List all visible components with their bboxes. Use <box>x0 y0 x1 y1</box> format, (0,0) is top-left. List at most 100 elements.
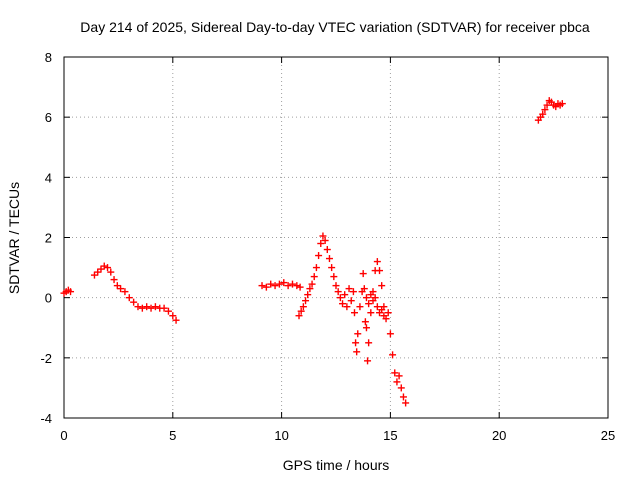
data-point <box>296 283 304 291</box>
data-point <box>389 351 397 359</box>
data-point <box>362 324 370 332</box>
data-point <box>349 288 357 296</box>
data-point <box>330 273 338 281</box>
data-point <box>399 393 407 401</box>
data-point <box>110 276 118 284</box>
data-point <box>267 280 275 288</box>
data-point <box>356 303 364 311</box>
x-tick-label: 0 <box>60 428 67 443</box>
data-point <box>125 294 133 302</box>
data-point <box>299 303 307 311</box>
y-tick-label: 6 <box>45 110 52 125</box>
data-point <box>384 309 392 317</box>
data-point <box>262 283 270 291</box>
data-point <box>334 288 342 296</box>
data-point <box>138 304 146 312</box>
data-point <box>354 330 362 338</box>
y-tick-label: 8 <box>45 50 52 65</box>
data-point <box>328 264 336 272</box>
data-point <box>172 316 180 324</box>
data-point <box>288 280 296 288</box>
data-point <box>343 303 351 311</box>
x-tick-label: 5 <box>169 428 176 443</box>
data-point <box>386 330 394 338</box>
data-point <box>352 339 360 347</box>
y-tick-label: 4 <box>45 170 52 185</box>
data-point <box>319 232 327 240</box>
x-tick-label: 15 <box>383 428 397 443</box>
grid <box>64 57 608 418</box>
data-point <box>258 282 266 290</box>
data-point <box>367 291 375 299</box>
y-tick-label: -4 <box>40 411 52 426</box>
data-point <box>325 255 333 263</box>
data-point <box>397 384 405 392</box>
data-point <box>371 294 379 302</box>
data-point <box>315 252 323 260</box>
data-point <box>310 273 318 281</box>
data-point <box>373 258 381 266</box>
data-point <box>359 270 367 278</box>
data-point <box>336 294 344 302</box>
data-point <box>304 291 312 299</box>
data-point <box>317 240 325 248</box>
data-point <box>395 372 403 380</box>
data-point <box>121 288 129 296</box>
data-point <box>380 312 388 320</box>
data-point <box>539 110 547 118</box>
y-tick-label: 2 <box>45 231 52 246</box>
data-point <box>353 348 361 356</box>
data-point <box>402 399 410 407</box>
data-point <box>295 312 303 320</box>
data-point <box>280 279 288 287</box>
chart-title: Day 214 of 2025, Sidereal Day-to-day VTE… <box>80 19 590 35</box>
x-tick-label: 20 <box>492 428 506 443</box>
y-tick-label: 0 <box>45 291 52 306</box>
data-point <box>321 237 329 245</box>
data-point <box>164 307 172 315</box>
data-point <box>376 267 384 275</box>
data-point <box>169 312 177 320</box>
data-point <box>323 246 331 254</box>
data-point <box>134 303 142 311</box>
data-point <box>107 268 115 276</box>
data-point <box>364 357 372 365</box>
x-tick-label: 25 <box>601 428 615 443</box>
data-point <box>543 101 551 109</box>
data-point <box>360 285 368 293</box>
data-point <box>365 300 373 308</box>
data-point <box>306 285 314 293</box>
data-point <box>147 304 155 312</box>
x-tick-label: 10 <box>274 428 288 443</box>
data-point <box>143 303 151 311</box>
axis-ticks: 0 5 10 15 20 25 -4 -2 0 2 4 6 8 <box>40 50 615 443</box>
data-point <box>271 282 279 290</box>
data-point <box>297 307 305 315</box>
data-point <box>332 282 340 290</box>
data-point <box>67 288 75 296</box>
data-point <box>361 318 369 326</box>
data-point <box>160 304 168 312</box>
x-axis-label: GPS time / hours <box>283 457 390 473</box>
data-point <box>541 106 549 114</box>
data-point <box>378 282 386 290</box>
data-point <box>100 262 108 270</box>
data-point <box>362 294 370 302</box>
data-point <box>365 339 373 347</box>
data-point <box>312 264 320 272</box>
data-point <box>393 378 401 386</box>
data-point <box>367 309 375 317</box>
data-point <box>339 300 347 308</box>
data-point <box>302 297 310 305</box>
data-point <box>391 369 399 377</box>
data-point <box>347 297 355 305</box>
data-point <box>130 298 138 306</box>
data-point <box>117 285 125 293</box>
data-point <box>378 306 386 314</box>
data-point <box>104 264 112 272</box>
data-point <box>308 280 316 288</box>
data-point <box>558 100 566 108</box>
data-point <box>284 282 292 290</box>
data-point <box>350 309 358 317</box>
